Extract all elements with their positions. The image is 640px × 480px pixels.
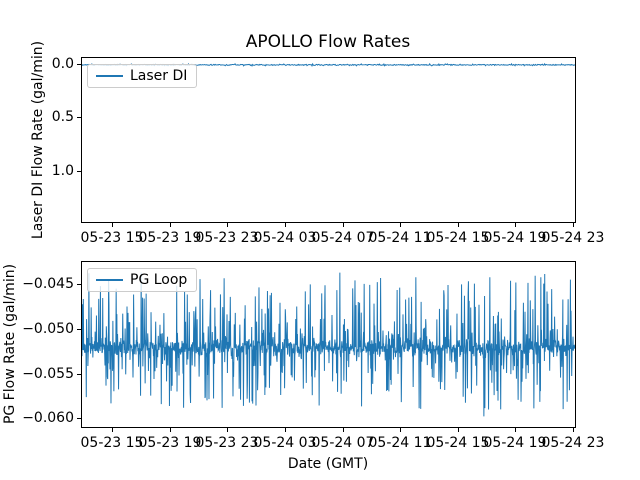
y-tick-mark [77,284,81,285]
x-tick-mark [112,223,113,227]
x-tick-label: 05-24 19 [483,435,547,451]
x-tick-mark [227,223,228,227]
x-tick-mark [112,428,113,432]
x-tick-mark [227,428,228,432]
x-tick-label: 05-24 23 [541,230,605,246]
x-tick-mark [343,428,344,432]
x-tick-mark [400,223,401,227]
x-tick-label: 05-24 15 [426,435,490,451]
y-tick-label: 0.0 [51,56,74,72]
x-tick-mark [515,223,516,227]
x-tick-mark [170,428,171,432]
x-tick-label: 05-24 07 [311,230,375,246]
x-tick-label: 05-23 23 [195,230,259,246]
x-tick-label: 05-23 19 [138,435,202,451]
x-tick-label: 05-24 23 [541,435,605,451]
legend-label: Laser DI [130,68,188,84]
x-tick-mark [573,428,574,432]
x-tick-mark [573,223,574,227]
x-tick-mark [515,428,516,432]
x-tick-mark [170,223,171,227]
x-tick-mark [458,223,459,227]
y-tick-label: −0.045 [22,276,74,292]
y-tick-label: −0.050 [22,321,74,337]
x-tick-label: 05-23 15 [80,230,144,246]
x-tick-mark [285,223,286,227]
y-tick-label: 0.5 [51,109,74,125]
laser-di-legend: Laser DI [87,64,198,88]
x-tick-label: 05-24 19 [483,230,547,246]
legend-label: PG Loop [130,272,188,288]
y-tick-mark [77,374,81,375]
pg-loop-series-line [82,272,575,417]
x-tick-mark [400,428,401,432]
x-tick-label: 05-23 15 [80,435,144,451]
pg-y-axis-label: PG Flow Rate (gal/min) [2,263,18,425]
x-tick-label: 05-24 03 [253,230,317,246]
y-tick-mark [77,329,81,330]
legend-line-sample-icon [96,75,123,77]
y-tick-mark [77,117,81,118]
x-tick-label: 05-23 19 [138,230,202,246]
x-tick-mark [458,428,459,432]
y-tick-mark [77,418,81,419]
x-tick-label: 05-24 03 [253,435,317,451]
y-tick-label: 1.0 [51,163,74,179]
y-tick-label: −0.060 [22,410,74,426]
y-tick-label: −0.055 [22,366,74,382]
pg-loop-legend: PG Loop [87,268,198,292]
x-tick-label: 05-24 07 [311,435,375,451]
x-tick-mark [343,223,344,227]
y-tick-mark [77,64,81,65]
x-tick-mark [285,428,286,432]
x-tick-label: 05-24 15 [426,230,490,246]
pg-loop-plot-canvas [82,272,575,417]
laser-di-plot-area: Laser DI [81,57,576,223]
x-tick-label: 05-24 11 [368,230,432,246]
x-axis-label: Date (GMT) [287,456,369,472]
x-tick-label: 05-23 23 [195,435,259,451]
pg-loop-plot-area: PG Loop [81,261,576,428]
x-tick-label: 05-24 11 [368,435,432,451]
y-tick-mark [77,171,81,172]
legend-line-sample-icon [96,279,123,281]
figure-title: APOLLO Flow Rates [245,32,411,52]
